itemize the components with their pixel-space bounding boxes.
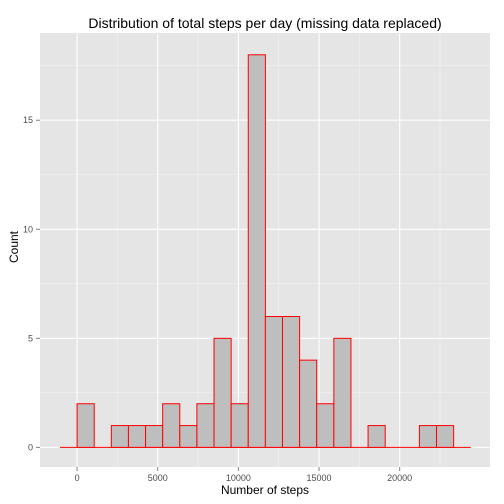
x-tick-label: 10000 (226, 473, 251, 483)
histogram-bars (59, 54, 471, 448)
histogram-bar (436, 425, 455, 448)
x-tick-label: 20000 (387, 473, 412, 483)
y-tick-label: 15 (23, 115, 33, 125)
histogram-bar (264, 316, 283, 448)
histogram-bar (299, 359, 318, 448)
histogram-bar (213, 337, 232, 448)
histogram-bar (316, 403, 335, 448)
y-tick-label: 5 (28, 333, 33, 343)
y-tick-label: 10 (23, 224, 33, 234)
x-tick-label: 5000 (148, 473, 168, 483)
y-tick-label: 0 (28, 442, 33, 452)
histogram-bar (127, 425, 147, 448)
x-tick-label: 15000 (307, 473, 332, 483)
x-axis-title: Number of steps (221, 483, 309, 497)
histogram-bar (418, 425, 438, 448)
histogram-bar (110, 425, 129, 448)
y-axis-title: Count (7, 230, 21, 263)
x-tick-label: 0 (75, 473, 80, 483)
histogram-bar (281, 316, 301, 448)
x-axis-ticks: 0 5000 10000 15000 20000 (75, 467, 412, 483)
chart-title: Distribution of total steps per day (mis… (88, 15, 441, 31)
histogram-bar (367, 425, 386, 448)
histogram-bar (333, 337, 352, 448)
histogram-bar (230, 403, 249, 448)
histogram-bar (247, 54, 266, 448)
histogram-bar (162, 403, 181, 448)
y-axis-ticks: 0 5 10 15 (23, 115, 40, 452)
histogram-bar (76, 403, 95, 448)
histogram-bar (196, 403, 215, 448)
histogram-bar (179, 425, 198, 448)
histogram-bar (145, 425, 164, 448)
